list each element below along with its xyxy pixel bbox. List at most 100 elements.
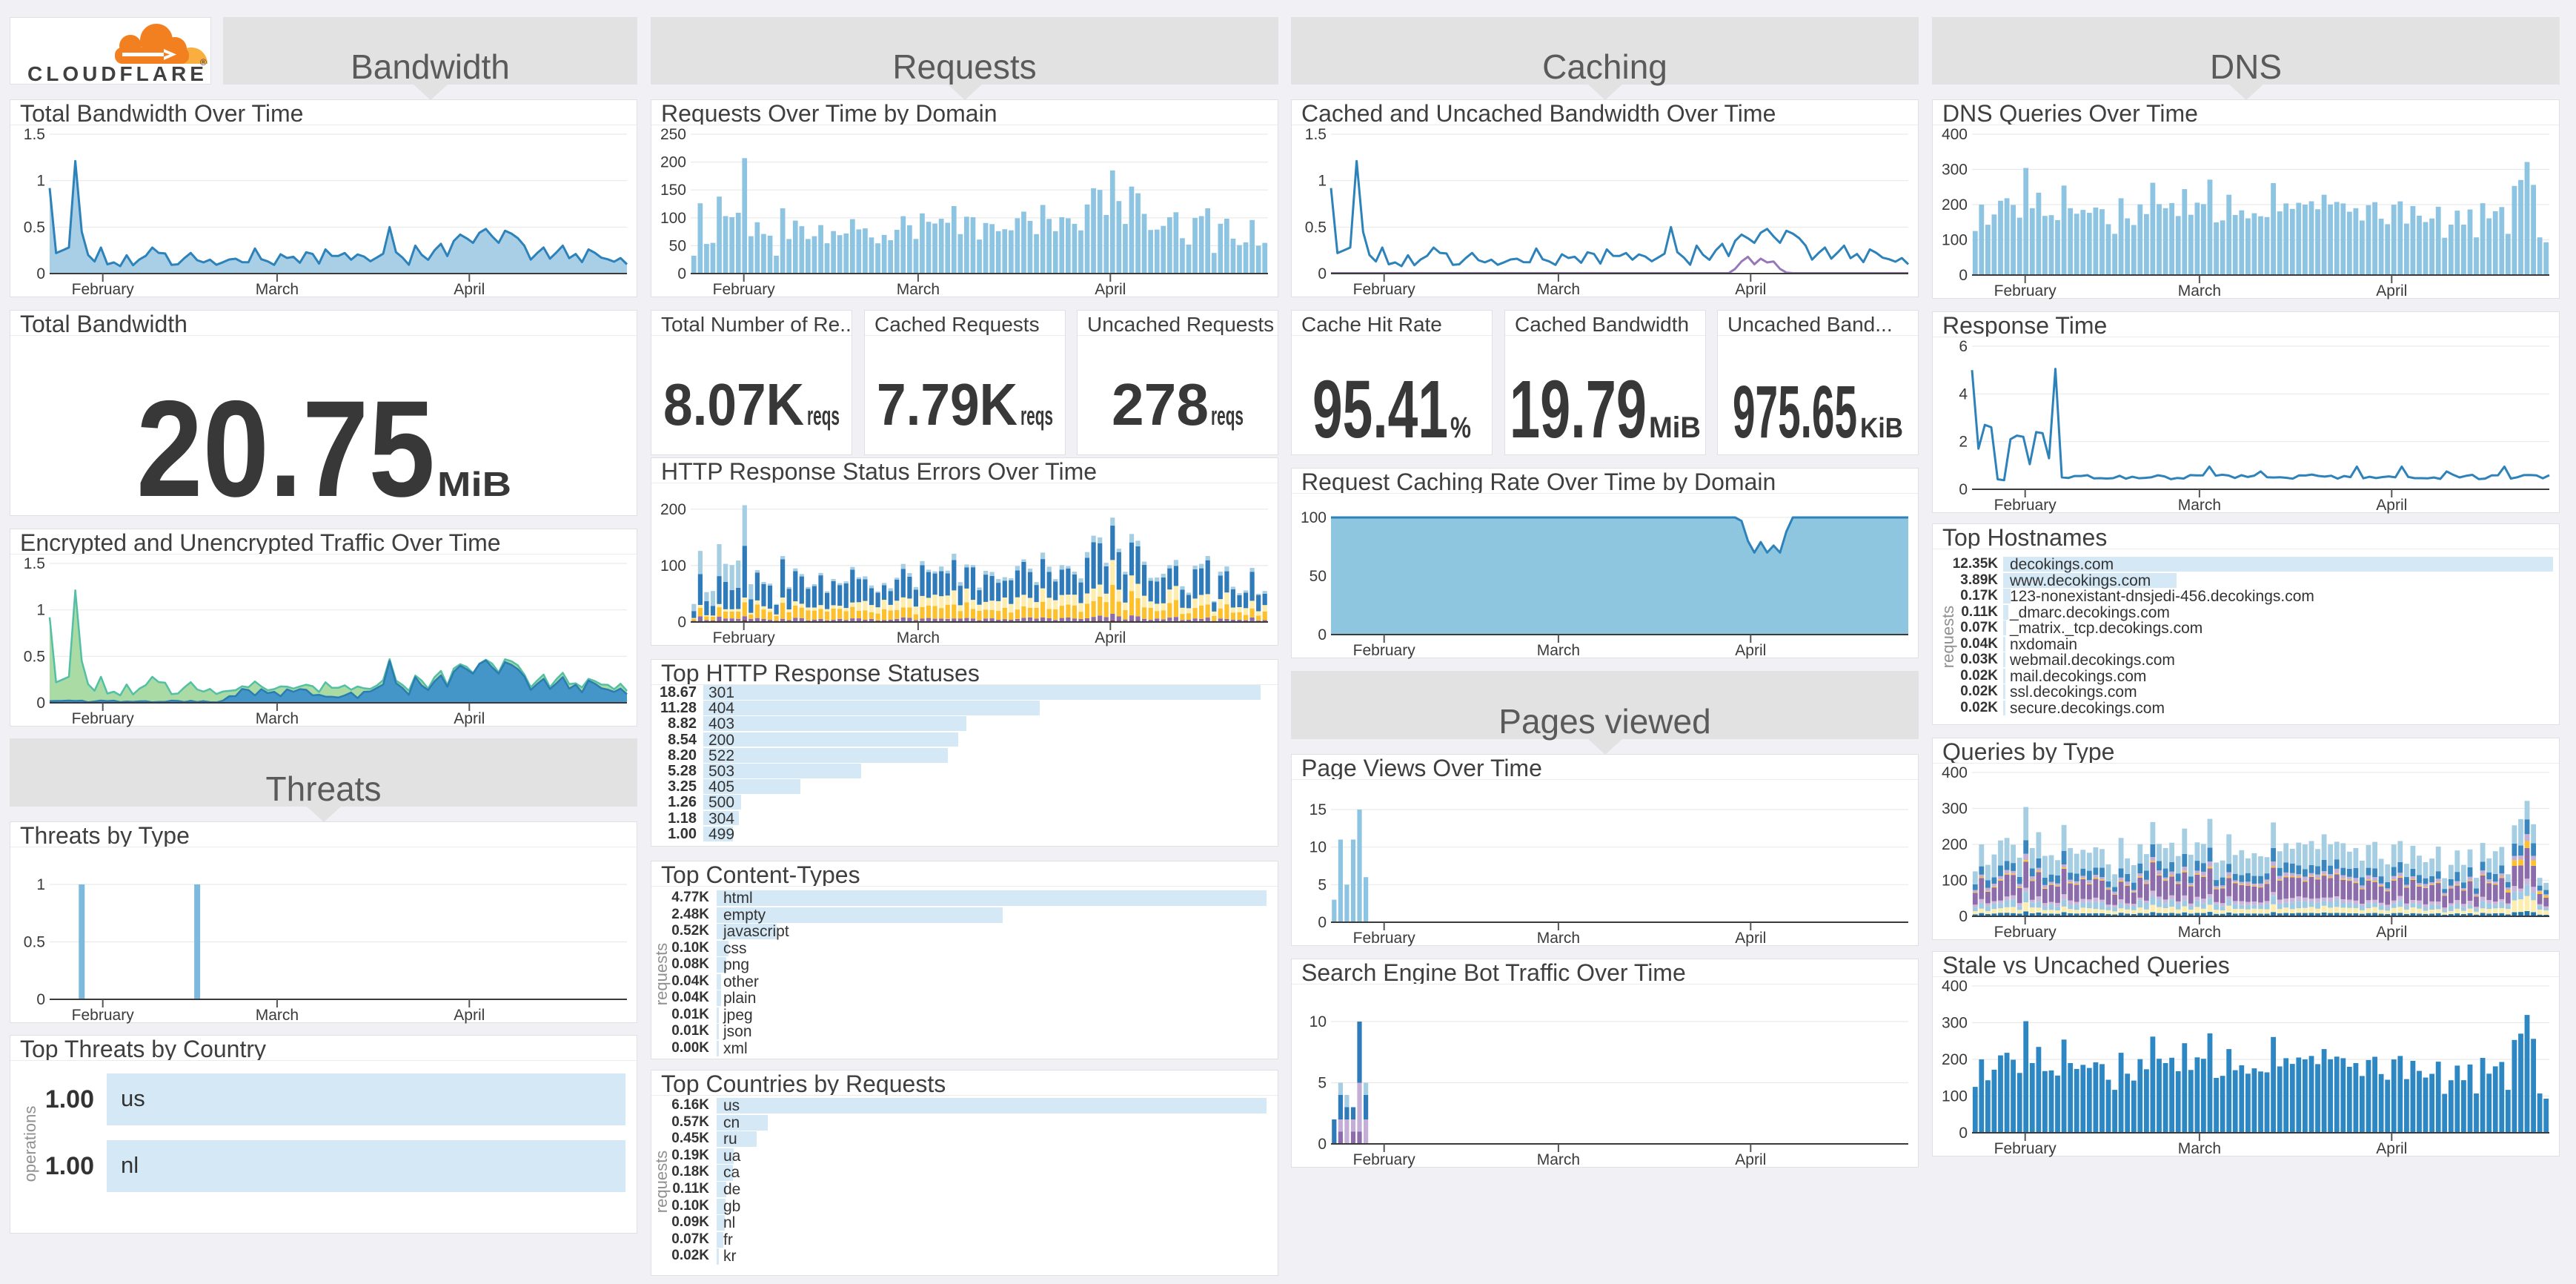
svg-text:400: 400 xyxy=(1942,978,1968,995)
svg-text:February: February xyxy=(1353,642,1416,659)
svg-text:%: % xyxy=(1450,411,1471,444)
svg-text:April: April xyxy=(1095,629,1126,646)
svg-text:0: 0 xyxy=(1318,265,1327,282)
svg-text:February: February xyxy=(1994,497,2057,514)
svg-text:0: 0 xyxy=(677,614,686,631)
svg-text:200: 200 xyxy=(660,501,686,518)
svg-text:February: February xyxy=(713,281,776,298)
svg-text:1: 1 xyxy=(1318,173,1327,190)
svg-text:March: March xyxy=(2178,924,2221,941)
svg-text:March: March xyxy=(256,710,299,727)
svg-text:1.5: 1.5 xyxy=(24,555,45,572)
svg-text:100: 100 xyxy=(660,557,686,575)
svg-text:400: 400 xyxy=(1942,764,1968,781)
svg-text:10: 10 xyxy=(1309,1013,1327,1030)
svg-text:reqs: reqs xyxy=(1020,400,1053,431)
svg-text:200: 200 xyxy=(1942,836,1968,853)
svg-text:®: ® xyxy=(200,57,207,67)
svg-text:300: 300 xyxy=(1942,162,1968,179)
svg-text:February: February xyxy=(1994,924,2057,941)
svg-text:February: February xyxy=(1353,281,1416,298)
svg-text:250: 250 xyxy=(660,126,686,143)
svg-text:March: March xyxy=(2178,1140,2221,1157)
svg-text:0: 0 xyxy=(1318,914,1327,931)
svg-text:7.79K: 7.79K xyxy=(877,371,1018,437)
svg-text:0.5: 0.5 xyxy=(24,648,45,665)
svg-text:2: 2 xyxy=(1959,434,1968,451)
svg-text:0: 0 xyxy=(1318,1136,1327,1153)
svg-text:February: February xyxy=(1353,930,1416,947)
svg-text:150: 150 xyxy=(660,182,686,199)
svg-text:February: February xyxy=(72,710,135,727)
svg-text:April: April xyxy=(1095,281,1126,298)
svg-text:278: 278 xyxy=(1112,371,1209,437)
svg-text:February: February xyxy=(713,629,776,646)
svg-text:April: April xyxy=(1735,642,1766,659)
svg-text:March: March xyxy=(256,1007,299,1024)
svg-text:April: April xyxy=(454,1007,485,1024)
svg-text:February: February xyxy=(1994,1140,2057,1157)
svg-text:200: 200 xyxy=(1942,196,1968,214)
svg-text:April: April xyxy=(454,710,485,727)
svg-text:reqs: reqs xyxy=(1211,400,1244,431)
svg-text:100: 100 xyxy=(1942,1088,1968,1105)
svg-text:0: 0 xyxy=(677,265,686,282)
svg-text:50: 50 xyxy=(669,237,686,254)
svg-text:5: 5 xyxy=(1318,1075,1327,1092)
svg-text:975.65: 975.65 xyxy=(1733,371,1857,454)
svg-text:100: 100 xyxy=(1942,873,1968,890)
svg-text:March: March xyxy=(2178,282,2221,300)
svg-text:March: March xyxy=(1537,1151,1580,1168)
svg-text:0: 0 xyxy=(36,991,45,1008)
svg-text:April: April xyxy=(1735,281,1766,298)
svg-text:February: February xyxy=(1994,282,2057,300)
svg-text:April: April xyxy=(1735,930,1766,947)
svg-text:reqs: reqs xyxy=(807,400,840,431)
svg-text:April: April xyxy=(2376,924,2407,941)
svg-text:April: April xyxy=(2376,1140,2407,1157)
svg-text:MiB: MiB xyxy=(437,465,511,503)
svg-text:300: 300 xyxy=(1942,801,1968,818)
svg-text:0: 0 xyxy=(1959,908,1968,925)
svg-text:February: February xyxy=(1353,1151,1416,1168)
svg-text:0.5: 0.5 xyxy=(24,219,45,236)
svg-text:1.5: 1.5 xyxy=(24,126,45,143)
svg-text:200: 200 xyxy=(1942,1051,1968,1068)
svg-text:200: 200 xyxy=(660,154,686,171)
svg-text:March: March xyxy=(897,629,940,646)
svg-text:19.79: 19.79 xyxy=(1510,364,1647,454)
svg-text:6: 6 xyxy=(1959,338,1968,355)
svg-text:March: March xyxy=(1537,642,1580,659)
svg-text:0: 0 xyxy=(1318,626,1327,643)
svg-text:0: 0 xyxy=(36,695,45,712)
svg-text:5: 5 xyxy=(1318,876,1327,893)
svg-text:20.75: 20.75 xyxy=(136,373,435,515)
svg-text:April: April xyxy=(2376,497,2407,514)
svg-text:50: 50 xyxy=(1309,568,1327,585)
svg-text:8.07K: 8.07K xyxy=(663,371,804,437)
svg-text:1: 1 xyxy=(36,876,45,893)
svg-text:300: 300 xyxy=(1942,1015,1968,1032)
svg-text:1: 1 xyxy=(36,173,45,190)
svg-text:March: March xyxy=(1537,281,1580,298)
svg-text:100: 100 xyxy=(660,210,686,227)
svg-text:March: March xyxy=(897,281,940,298)
svg-text:February: February xyxy=(72,281,135,298)
svg-text:March: March xyxy=(256,281,299,298)
svg-text:0.5: 0.5 xyxy=(1305,219,1327,236)
svg-text:April: April xyxy=(2376,282,2407,300)
svg-text:0.5: 0.5 xyxy=(24,934,45,951)
svg-text:15: 15 xyxy=(1309,801,1327,818)
svg-text:February: February xyxy=(72,1007,135,1024)
svg-text:March: March xyxy=(1537,930,1580,947)
svg-text:10: 10 xyxy=(1309,839,1327,856)
svg-text:CLOUDFLARE: CLOUDFLARE xyxy=(27,62,208,84)
svg-text:100: 100 xyxy=(1301,509,1327,526)
svg-text:April: April xyxy=(454,281,485,298)
svg-text:MiB: MiB xyxy=(1649,411,1701,444)
svg-text:1: 1 xyxy=(36,602,45,619)
svg-text:April: April xyxy=(1735,1151,1766,1168)
svg-text:400: 400 xyxy=(1942,126,1968,143)
svg-text:0: 0 xyxy=(36,265,45,282)
svg-text:95.41: 95.41 xyxy=(1312,364,1448,454)
